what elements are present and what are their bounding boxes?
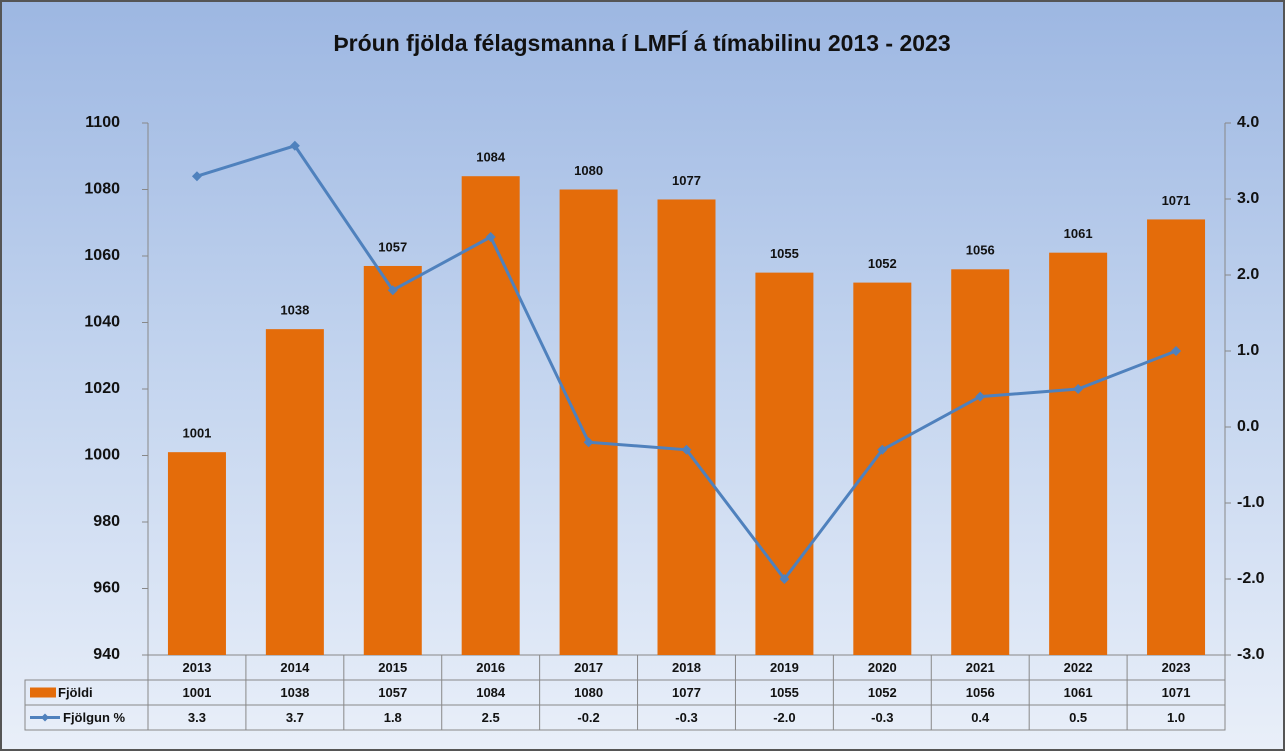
y-tick-label: 1020 xyxy=(84,380,120,397)
x-tick-label: 2018 xyxy=(672,660,701,675)
table-cell: 1056 xyxy=(966,685,995,700)
table-cell: 1052 xyxy=(868,685,897,700)
x-tick-label: 2022 xyxy=(1064,660,1093,675)
bar xyxy=(265,329,324,655)
data-label: 1084 xyxy=(476,150,506,165)
data-label: 1071 xyxy=(1162,193,1191,208)
table-cell: 1071 xyxy=(1162,685,1191,700)
y2-tick-label: 4.0 xyxy=(1237,114,1259,131)
bar xyxy=(1147,219,1206,656)
data-label: 1038 xyxy=(280,303,309,318)
y-tick-label: 940 xyxy=(93,646,120,663)
bar xyxy=(853,282,912,655)
x-tick-label: 2017 xyxy=(574,660,603,675)
table-cell: -2.0 xyxy=(773,710,795,725)
marker xyxy=(681,444,692,455)
table-cell: -0.3 xyxy=(675,710,697,725)
table-cell: 1.8 xyxy=(384,710,402,725)
x-tick-label: 2013 xyxy=(182,660,211,675)
table-cell: 1055 xyxy=(770,685,799,700)
table-cell: 1001 xyxy=(182,685,211,700)
data-label: 1056 xyxy=(966,243,995,258)
bar xyxy=(951,269,1010,655)
marker xyxy=(289,140,300,151)
table-cell: 1.0 xyxy=(1167,710,1185,725)
table-cell: 1061 xyxy=(1064,685,1093,700)
y2-tick-label: 1.0 xyxy=(1237,342,1259,359)
bar xyxy=(461,176,520,655)
x-tick-label: 2020 xyxy=(868,660,897,675)
chart-title: Þróun fjölda félagsmanna í LMFÍ á tímabi… xyxy=(333,29,950,56)
data-label: 1055 xyxy=(770,246,799,261)
y-tick-label: 1000 xyxy=(84,447,120,464)
marker xyxy=(779,574,790,584)
table-cell: 3.3 xyxy=(188,710,206,725)
y2-tick-label: -2.0 xyxy=(1237,570,1265,587)
table-cell: 3.7 xyxy=(286,710,304,725)
y-tick-label: 980 xyxy=(93,513,120,530)
bar xyxy=(167,452,226,655)
table-cell: 1038 xyxy=(280,685,309,700)
marker xyxy=(191,171,202,182)
y-tick-label: 1040 xyxy=(84,314,120,331)
table-cell: -0.2 xyxy=(577,710,599,725)
y2-tick-label: -1.0 xyxy=(1237,494,1265,511)
y-tick-label: 1100 xyxy=(85,114,120,131)
bar xyxy=(1049,252,1108,656)
marker xyxy=(975,391,986,402)
x-tick-label: 2015 xyxy=(378,660,407,675)
bar xyxy=(657,199,716,655)
y2-tick-label: -3.0 xyxy=(1237,646,1265,663)
x-tick-label: 2016 xyxy=(476,660,505,675)
marker xyxy=(583,437,594,448)
y-tick-label: 1060 xyxy=(84,247,120,264)
y2-tick-label: 2.0 xyxy=(1237,266,1259,283)
y2-tick-label: 0.0 xyxy=(1237,418,1259,435)
legend-label: Fjölgun % xyxy=(63,710,126,725)
legend-marker xyxy=(41,713,49,722)
y-tick-label: 1080 xyxy=(84,181,120,198)
table-cell: 1077 xyxy=(672,685,701,700)
data-label: 1061 xyxy=(1064,226,1093,241)
table-cell: 1084 xyxy=(476,685,506,700)
marker xyxy=(877,444,888,455)
table-cell: 0.5 xyxy=(1069,710,1087,725)
table-cell: 1057 xyxy=(378,685,407,700)
legend-swatch xyxy=(30,687,56,698)
y-tick-label: 960 xyxy=(93,580,120,597)
x-tick-label: 2014 xyxy=(280,660,310,675)
marker xyxy=(387,285,398,296)
x-tick-label: 2019 xyxy=(770,660,799,675)
marker xyxy=(1171,346,1182,356)
data-label: 1001 xyxy=(182,426,211,441)
marker xyxy=(1073,384,1084,394)
data-label: 1057 xyxy=(378,239,407,254)
y2-tick-label: 3.0 xyxy=(1237,190,1259,207)
data-label: 1052 xyxy=(868,256,897,271)
table-cell: 2.5 xyxy=(482,710,500,725)
x-tick-label: 2023 xyxy=(1162,660,1191,675)
marker xyxy=(485,232,496,242)
data-label: 1080 xyxy=(574,163,603,178)
bar xyxy=(363,265,422,655)
table-cell: 1080 xyxy=(574,685,603,700)
table-cell: -0.3 xyxy=(871,710,893,725)
data-label: 1077 xyxy=(672,173,701,188)
x-tick-label: 2021 xyxy=(966,660,995,675)
legend-label: Fjöldi xyxy=(58,685,93,700)
bar xyxy=(559,189,618,655)
table-cell: 0.4 xyxy=(971,710,990,725)
bar xyxy=(755,272,814,655)
